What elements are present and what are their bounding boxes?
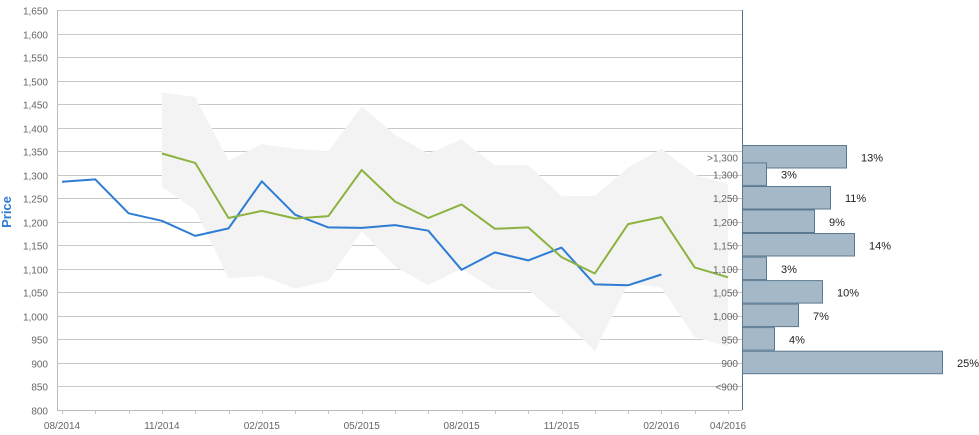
price-series-line-blue xyxy=(61,178,662,287)
histogram-bin-label: 1,300 xyxy=(713,171,738,182)
price-series-line-green xyxy=(161,152,729,279)
y-axis-title: Price xyxy=(0,196,14,228)
histogram-bin-label: 1,000 xyxy=(713,312,738,323)
histogram-bar xyxy=(742,162,767,186)
x-tick-label: 08/2014 xyxy=(44,421,81,432)
histogram-bin-label: 1,150 xyxy=(713,241,738,252)
histogram-value-label: 13% xyxy=(861,152,883,164)
histogram-value-label: 9% xyxy=(829,217,845,229)
y-tick-label: 1,000 xyxy=(23,313,48,324)
y-tick-label: 1,150 xyxy=(23,242,48,253)
histogram-bar xyxy=(742,145,847,169)
x-tick-label: 02/2016 xyxy=(643,421,680,432)
histogram-value-label: 11% xyxy=(845,193,866,205)
y-tick-label: 1,600 xyxy=(23,31,48,42)
histogram-value-label: 3% xyxy=(781,170,797,182)
histogram-bin-label: 1,050 xyxy=(713,288,738,299)
histogram-value-label: 3% xyxy=(781,264,797,276)
y-tick-label: 800 xyxy=(31,407,48,418)
y-tick-label: 850 xyxy=(31,383,48,394)
histogram-bar xyxy=(742,280,823,304)
y-tick-label: 1,400 xyxy=(23,125,48,136)
histogram-bin-label: 950 xyxy=(721,335,738,346)
y-tick-label: 1,500 xyxy=(23,78,48,89)
histogram-bin-label: 1,200 xyxy=(713,218,738,229)
y-tick-label: 1,050 xyxy=(23,289,48,300)
histogram-bar xyxy=(742,303,799,328)
histogram-bar xyxy=(742,350,943,375)
x-tick-label: 08/2015 xyxy=(444,421,481,432)
y-tick-label: 1,200 xyxy=(23,219,48,230)
price-range-band xyxy=(161,92,728,352)
x-tick-label: 11/2015 xyxy=(544,421,580,432)
histogram-bin-label: 1,250 xyxy=(713,194,738,205)
y-tick-label: 1,450 xyxy=(23,101,48,112)
histogram-value-label: 14% xyxy=(869,240,891,252)
histogram-bar xyxy=(742,209,815,233)
x-tick-label: 11/2014 xyxy=(144,421,180,432)
y-tick-label: 1,300 xyxy=(23,172,48,183)
y-tick-label: 1,650 xyxy=(23,7,48,18)
histogram-bar xyxy=(742,186,831,210)
y-tick-label: 1,350 xyxy=(23,148,48,159)
y-tick-label: 950 xyxy=(31,336,48,347)
y-tick-label: 900 xyxy=(31,360,48,371)
y-tick-label: 1,550 xyxy=(23,54,48,65)
histogram-value-label: 7% xyxy=(813,311,829,323)
y-tick-label: 1,250 xyxy=(23,195,48,206)
histogram-value-label: 25% xyxy=(957,358,979,370)
y-tick-label: 1,100 xyxy=(23,266,48,277)
x-tick-label: 05/2015 xyxy=(344,421,381,432)
histogram-bin-label: 1,100 xyxy=(713,265,738,276)
histogram-bin-label: >1,300 xyxy=(707,153,738,164)
histogram-bin-label: <900 xyxy=(715,383,738,394)
histogram-value-label: 10% xyxy=(837,287,859,299)
x-tick-label: 02/2015 xyxy=(244,421,281,432)
histogram-bar xyxy=(742,256,767,281)
x-tick-label: 04/2016 xyxy=(710,421,747,432)
histogram-bar xyxy=(742,233,855,257)
histogram-bin-label: 900 xyxy=(721,359,738,370)
histogram-bar xyxy=(742,327,775,351)
histogram-value-label: 4% xyxy=(789,334,805,346)
